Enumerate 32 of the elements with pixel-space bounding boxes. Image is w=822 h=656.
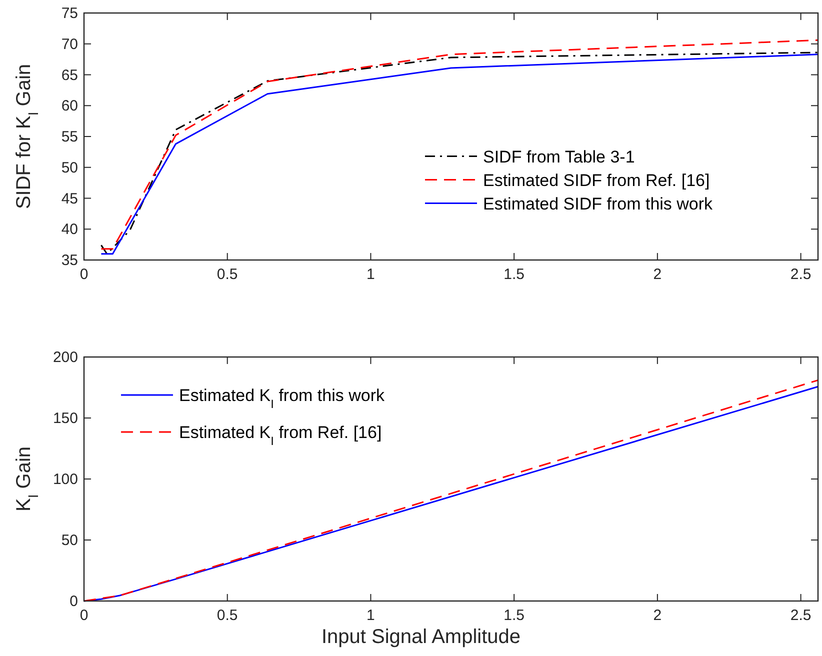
legend-label: Estimated SIDF from this work [483, 194, 714, 214]
x-tick-label: 0 [80, 266, 88, 283]
x-tick-label: 2.5 [790, 607, 812, 624]
legend-label: SIDF from Table 3-1 [483, 147, 635, 166]
y-tick-label: 200 [52, 349, 78, 366]
x-tick-label: 2 [653, 607, 662, 624]
x-tick-label: 0.5 [216, 607, 238, 624]
y-tick-label: 45 [61, 190, 78, 208]
y-tick-label: 35 [61, 252, 78, 269]
legend-label: Estimated K$_{I}$ from Ref. [16] [179, 423, 382, 448]
y-tick-label: 150 [52, 410, 78, 427]
x-tick-label: 0.5 [216, 266, 238, 283]
y-tick-label: 0 [70, 593, 78, 610]
y-tick-label: 100 [52, 471, 78, 488]
y-tick-label: 70 [61, 36, 78, 53]
x-tick-label: 1.5 [504, 607, 525, 624]
y-tick-label: 75 [61, 5, 78, 22]
legend-label: Estimated K$_{I}$ from this work [179, 386, 385, 411]
x-tick-label: 2 [653, 266, 662, 283]
y-tick-label: 60 [61, 98, 78, 115]
y-tick-label: 50 [61, 532, 78, 549]
x-tick-label: 1 [366, 607, 375, 624]
x-tick-label: 2.5 [790, 266, 812, 283]
x-tick-label: 0 [80, 607, 88, 624]
y-tick-label: 55 [61, 128, 78, 146]
x-axis-title: Input Signal Amplitude [321, 626, 521, 648]
y-tick-label: 40 [61, 221, 78, 238]
x-tick-label: 1 [366, 266, 375, 283]
y-tick-label: 50 [61, 159, 78, 176]
legend-label: Estimated SIDF from Ref. [16] [483, 170, 710, 190]
y-tick-label: 65 [61, 66, 78, 84]
x-tick-label: 1.5 [504, 266, 525, 283]
